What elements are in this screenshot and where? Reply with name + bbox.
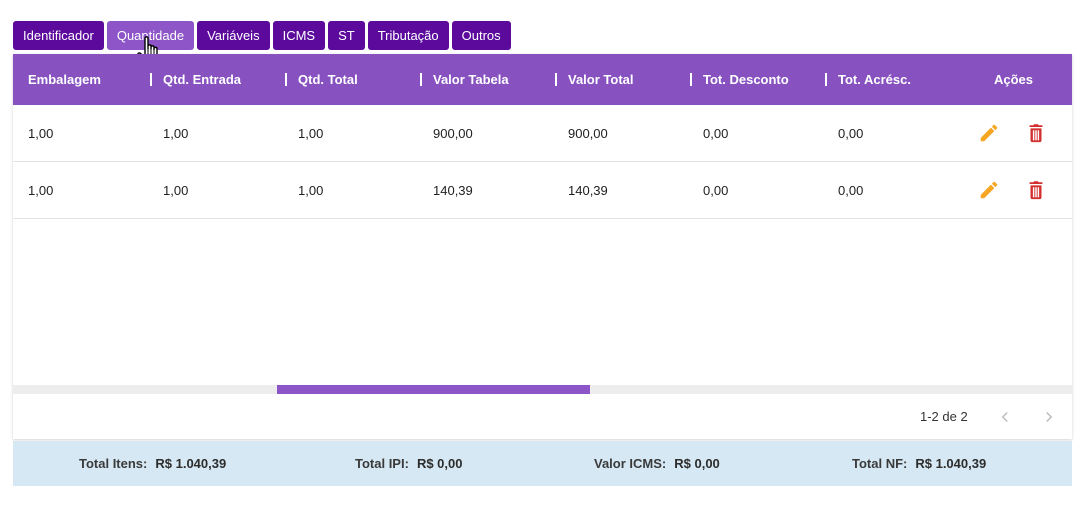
tab-st[interactable]: ST [328,21,365,50]
column-separator [825,73,827,86]
items-table-card: Embalagem Qtd. Entrada Qtd. Total Valor … [13,54,1072,439]
cell-qtd-total: 1,00 [298,183,324,198]
totals-bar: Total Itens: R$ 1.040,39 Total IPI: R$ 0… [13,441,1072,486]
tab-variaveis[interactable]: Variáveis [197,21,270,50]
chevron-right-icon[interactable] [1040,408,1058,426]
column-header-tot-desconto[interactable]: Tot. Desconto [690,54,789,105]
cell-qtd-total: 1,00 [298,126,324,141]
table-row: 1,00 1,00 1,00 140,39 140,39 0,00 0,00 [13,162,1072,219]
column-header-valor-tabela[interactable]: Valor Tabela [420,54,509,105]
cell-tot-desconto: 0,00 [703,183,729,198]
cell-valor-total: 900,00 [568,126,608,141]
tab-identificador[interactable]: Identificador [13,21,104,50]
column-separator [285,73,287,86]
tab-outros[interactable]: Outros [451,21,511,50]
cell-embalagem: 1,00 [28,126,54,141]
total-nf-value: R$ 1.040,39 [915,456,987,471]
column-separator [555,73,557,86]
total-nf: Total NF: R$ 1.040,39 [852,441,986,486]
edit-icon[interactable] [978,179,1000,201]
delete-icon[interactable] [1025,122,1047,144]
cell-qtd-entrada: 1,00 [163,126,189,141]
column-label: Tot. Acrésc. [838,72,911,87]
total-ipi-label: Total IPI: [355,456,409,471]
total-ipi-value: R$ 0,00 [416,456,463,471]
cell-qtd-entrada: 1,00 [163,183,189,198]
cell-tot-acresc: 0,00 [838,126,864,141]
chevron-left-icon[interactable] [996,408,1014,426]
valor-icms-value: R$ 0,00 [674,456,720,471]
total-itens: Total Itens: R$ 1.040,39 [79,441,226,486]
cell-valor-total: 140,39 [568,183,608,198]
total-ipi: Total IPI: R$ 0,00 [355,441,462,486]
edit-icon[interactable] [978,122,1000,144]
tab-icms[interactable]: ICMS [272,21,326,50]
tab-bar: Identificador Quantidade Variáveis ICMS … [13,21,511,50]
total-itens-label: Total Itens: [79,456,148,471]
column-separator [420,73,422,86]
valor-icms: Valor ICMS: R$ 0,00 [594,441,720,486]
column-label: Qtd. Total [298,72,358,87]
column-label: Embalagem [28,72,101,87]
cell-tot-desconto: 0,00 [703,126,729,141]
column-header-acoes: Ações [994,54,1033,105]
valor-icms-label: Valor ICMS: [594,456,667,471]
cell-valor-tabela: 140,39 [433,183,473,198]
horizontal-scrollbar[interactable] [13,385,1072,394]
column-header-qtd-total[interactable]: Qtd. Total [285,54,358,105]
table-row: 1,00 1,00 1,00 900,00 900,00 0,00 0,00 [13,105,1072,162]
column-header-tot-acresc[interactable]: Tot. Acrésc. [825,54,911,105]
cell-tot-acresc: 0,00 [838,183,864,198]
column-separator [150,73,152,86]
delete-icon[interactable] [1025,179,1047,201]
total-itens-value: R$ 1.040,39 [155,456,227,471]
tab-tributacao[interactable]: Tributação [367,21,449,50]
pagination: 1-2 de 2 [13,394,1072,439]
table-header: Embalagem Qtd. Entrada Qtd. Total Valor … [13,54,1072,105]
tab-quantidade[interactable]: Quantidade [106,21,195,50]
scrollbar-thumb[interactable] [277,385,590,394]
column-header-qtd-entrada[interactable]: Qtd. Entrada [150,54,242,105]
pagination-label: 1-2 de 2 [920,409,968,424]
column-label: Qtd. Entrada [163,72,242,87]
column-separator [690,73,692,86]
column-label: Valor Total [568,72,634,87]
total-nf-label: Total NF: [852,456,908,471]
column-label: Valor Tabela [433,72,509,87]
cell-valor-tabela: 900,00 [433,126,473,141]
column-header-valor-total[interactable]: Valor Total [555,54,634,105]
column-label: Tot. Desconto [703,72,789,87]
column-label: Ações [994,72,1034,87]
cell-embalagem: 1,00 [28,183,54,198]
column-header-embalagem[interactable]: Embalagem [28,54,101,105]
